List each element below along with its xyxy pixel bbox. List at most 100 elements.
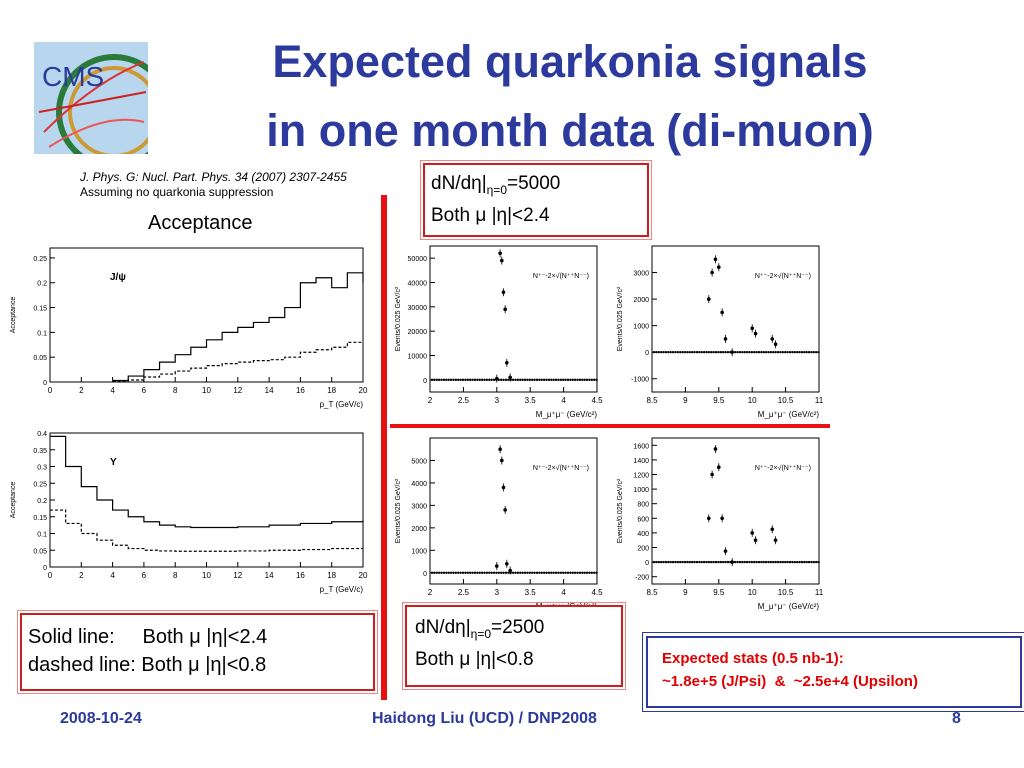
baseline-point	[588, 378, 591, 382]
baseline-point	[538, 378, 541, 382]
baseline-point	[535, 571, 539, 574]
baseline-point	[564, 571, 567, 574]
baseline-point	[452, 378, 455, 382]
baseline-point	[571, 378, 574, 382]
baseline-point	[657, 350, 660, 354]
baseline-point	[784, 560, 787, 564]
y-tick-label: 0.15	[33, 515, 47, 522]
baseline-point	[664, 560, 668, 564]
baseline-point	[812, 350, 816, 354]
x-tick-label: 9	[683, 588, 688, 597]
y-tick-label: 0	[423, 571, 427, 578]
baseline-point	[452, 571, 455, 574]
baseline-point	[750, 560, 754, 564]
y-tick-label: 1200	[633, 473, 649, 480]
y-tick-label: 3000	[411, 503, 427, 510]
baseline-point	[800, 560, 804, 564]
x-tick-label: 2	[79, 571, 84, 580]
x-tick-label: 12	[233, 571, 242, 580]
x-tick-label: 2.5	[458, 396, 470, 405]
data-point	[773, 538, 778, 542]
baseline-point	[767, 350, 770, 354]
baseline-point	[499, 378, 503, 382]
baseline-point	[705, 350, 708, 354]
baseline-point	[504, 378, 508, 382]
chart-label: J/ψ	[110, 272, 126, 283]
baseline-point	[805, 560, 808, 564]
baseline-point	[466, 571, 469, 574]
y-tick-label: 800	[637, 502, 649, 509]
baseline-point	[583, 378, 586, 382]
baseline-point	[473, 378, 477, 382]
data-point	[501, 290, 506, 295]
baseline-point	[437, 378, 441, 382]
baseline-point	[473, 571, 477, 574]
baseline-point	[435, 571, 438, 574]
baseline-point	[695, 560, 699, 564]
x-tick-label: 4	[110, 386, 115, 395]
y-axis-label: Acceptance	[10, 482, 17, 519]
baseline-point	[468, 378, 472, 382]
baseline-point	[476, 378, 479, 382]
baseline-point	[707, 350, 711, 354]
baseline-point	[795, 560, 799, 564]
baseline-point	[502, 378, 505, 382]
baseline-point	[657, 560, 660, 564]
baseline-point	[664, 350, 668, 354]
y-tick-label: 0.15	[33, 306, 47, 313]
x-tick-label: 3	[495, 588, 500, 597]
y-tick-label: 0.3	[37, 465, 47, 472]
baseline-point	[593, 378, 596, 382]
baseline-point	[488, 571, 491, 574]
box-top-post: =5000	[507, 173, 561, 194]
baseline-point	[480, 571, 484, 574]
baseline-point	[810, 350, 813, 354]
baseline-point	[569, 378, 572, 382]
plot-frame	[429, 437, 598, 585]
baseline-point	[714, 350, 718, 354]
baseline-point	[557, 378, 560, 382]
data-point	[706, 297, 711, 301]
baseline-point	[588, 571, 591, 574]
page-number: 8	[952, 710, 961, 727]
baseline-point	[719, 350, 723, 354]
data-point	[717, 265, 721, 270]
data-point	[723, 549, 728, 553]
baseline-point	[815, 560, 818, 564]
baseline-point	[433, 378, 436, 382]
baseline-point	[679, 350, 682, 354]
baseline-point	[695, 350, 699, 354]
baseline-point	[447, 378, 450, 382]
x-tick-label: 2	[79, 386, 84, 395]
baseline-point	[805, 350, 808, 354]
baseline-point	[733, 350, 737, 354]
x-tick-label: 10.5	[778, 588, 794, 597]
baseline-point	[573, 571, 577, 574]
baseline-point	[550, 378, 553, 382]
baseline-point	[595, 378, 598, 382]
y-tick-label: 1400	[633, 458, 649, 465]
baseline-point	[454, 571, 458, 574]
baseline-point	[499, 571, 503, 574]
baseline-point	[753, 560, 756, 564]
upsilon-mass-chart-eta08: 8.5 9 9.5 10 10.5 11 -200 0 200 400 600 800 1000 1200…	[617, 437, 824, 611]
baseline-point	[798, 350, 801, 354]
x-tick-label: 3	[495, 396, 500, 405]
baseline-point	[552, 378, 555, 382]
legend-solid-line: Solid line: Both μ |η|<2.4	[28, 626, 268, 648]
x-tick-label: 4.5	[591, 588, 603, 597]
baseline-point	[710, 560, 713, 564]
x-axis-label: p_T (GeV/c)	[320, 400, 364, 409]
baseline-point	[593, 571, 596, 574]
baseline-point	[492, 571, 496, 574]
baseline-point	[659, 350, 663, 354]
baseline-point	[457, 378, 460, 382]
baseline-point	[662, 350, 665, 354]
baseline-point	[526, 571, 529, 574]
baseline-point	[581, 378, 584, 382]
x-tick-label: 10	[202, 386, 211, 395]
y-tick-label: 0	[645, 350, 649, 357]
baseline-point	[578, 571, 582, 574]
jpsi-mass-chart-eta24: 2 2.5 3 3.5 4 4.5 0 10000 20000 30000 40000 50000 M_…	[395, 245, 603, 419]
baseline-point	[471, 571, 474, 574]
